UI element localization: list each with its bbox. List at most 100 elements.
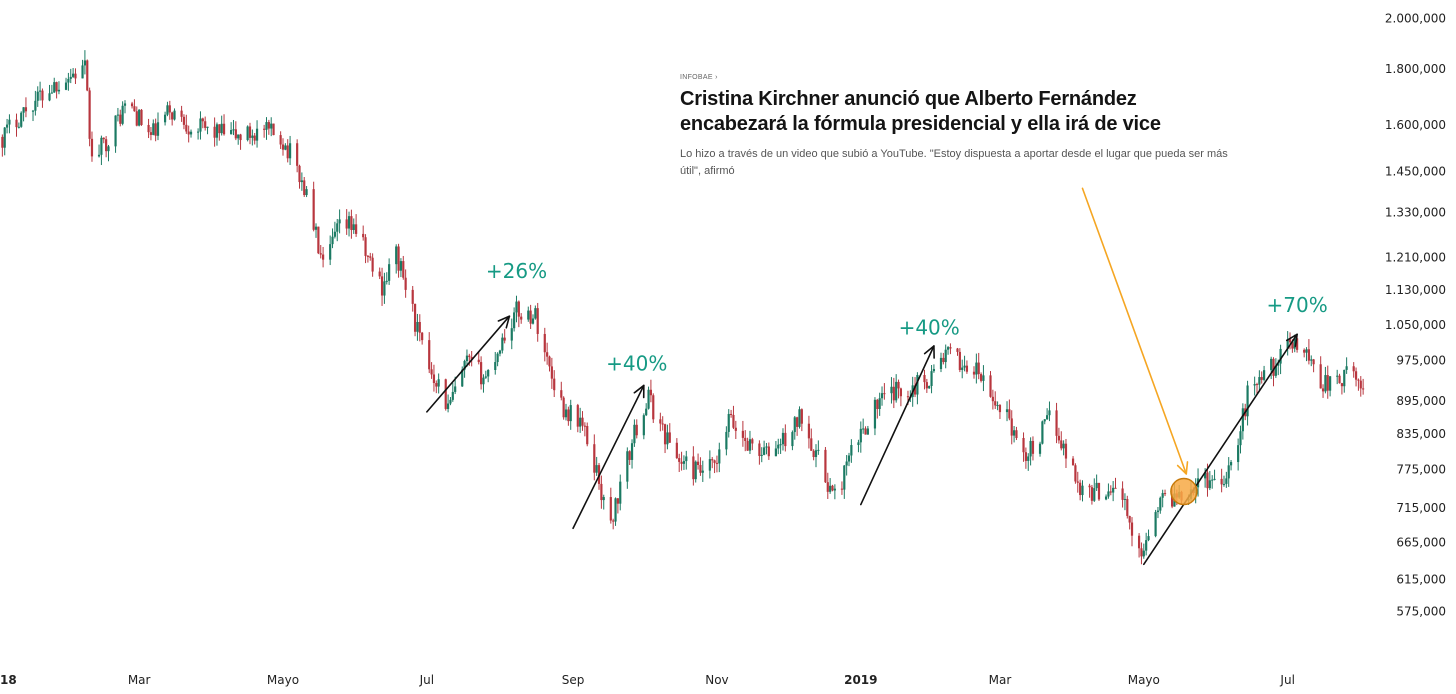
candle [956, 347, 959, 356]
candle [1227, 457, 1230, 487]
candle [1010, 410, 1013, 445]
candle [963, 355, 966, 372]
candle [17, 122, 20, 129]
candle [67, 72, 70, 91]
candle [449, 397, 452, 406]
candle [513, 307, 516, 332]
candle [510, 318, 513, 350]
candle [298, 164, 301, 189]
candle [263, 124, 266, 138]
trend-arrows: +26% +40% +40% +70% [426, 187, 1328, 566]
candle [470, 351, 473, 367]
candle [336, 218, 339, 242]
candle [878, 392, 881, 416]
candle [465, 349, 469, 367]
candle [1008, 399, 1011, 421]
candle [663, 423, 667, 454]
candle [680, 451, 683, 471]
trend-arrow [572, 384, 645, 530]
candle [220, 115, 223, 136]
candle [1137, 533, 1141, 558]
candle [116, 107, 120, 122]
candle [105, 136, 108, 158]
candle [50, 84, 53, 94]
candle [916, 372, 919, 405]
candle [897, 379, 900, 399]
event-marker [1170, 477, 1198, 506]
candle [1156, 506, 1160, 519]
candle [296, 139, 299, 173]
candle [222, 114, 226, 136]
candle [1107, 483, 1110, 499]
candle [102, 137, 105, 144]
candle [600, 475, 603, 509]
candle [55, 81, 58, 99]
candle [1324, 366, 1327, 394]
candle [1012, 426, 1016, 443]
y-tick-label: 1.330,000 [1385, 206, 1446, 220]
news-summary: Lo hizo a través de un video que subió a… [680, 148, 1228, 177]
candle [692, 446, 695, 486]
candle [961, 359, 964, 379]
x-tick-label: 2018 [0, 673, 17, 687]
candle [1357, 378, 1360, 391]
candle [399, 258, 403, 278]
candle [138, 109, 141, 127]
candle [989, 371, 992, 398]
candle [708, 450, 711, 479]
candle [958, 348, 961, 373]
candle [567, 406, 570, 426]
candle [979, 372, 983, 383]
candle [130, 101, 134, 109]
candle [1260, 371, 1263, 384]
candle [696, 453, 700, 470]
candle [1147, 529, 1150, 542]
candle [612, 518, 615, 530]
candle [1319, 356, 1322, 389]
candle [484, 370, 487, 379]
candle [546, 342, 549, 365]
candle [619, 474, 622, 511]
candle [1255, 382, 1259, 394]
candle [135, 106, 138, 127]
candle [1262, 365, 1266, 382]
candle [1, 134, 4, 157]
x-tick-label: Jul [1279, 673, 1294, 687]
candle [1060, 431, 1063, 451]
candle [744, 430, 747, 452]
candle [1305, 347, 1308, 362]
candle [1024, 447, 1027, 469]
candle [925, 378, 928, 393]
candle [824, 447, 827, 483]
candle [765, 442, 768, 455]
candle [1090, 484, 1094, 505]
candle [817, 440, 820, 455]
candle [88, 87, 91, 147]
candle [477, 351, 480, 365]
candle [760, 447, 763, 463]
candle [300, 172, 303, 191]
candle [1076, 471, 1079, 493]
candle [64, 77, 68, 91]
candle [763, 440, 766, 456]
candle [647, 386, 650, 410]
candle [932, 364, 936, 373]
candle [1088, 483, 1091, 498]
candle [751, 437, 754, 451]
candle [1345, 357, 1348, 374]
candle [446, 394, 450, 413]
candle [774, 441, 778, 457]
candle [581, 411, 584, 431]
candle [239, 133, 242, 150]
x-tick-label: Jul [419, 673, 434, 687]
candle [1121, 481, 1124, 508]
candle [833, 484, 836, 500]
candle [206, 126, 209, 135]
candle [1246, 380, 1249, 426]
candle [1310, 355, 1313, 367]
candle [180, 105, 183, 122]
candle [34, 90, 37, 116]
y-tick-label: 575,000 [1396, 605, 1446, 619]
candle [123, 100, 127, 114]
candle [946, 346, 950, 355]
